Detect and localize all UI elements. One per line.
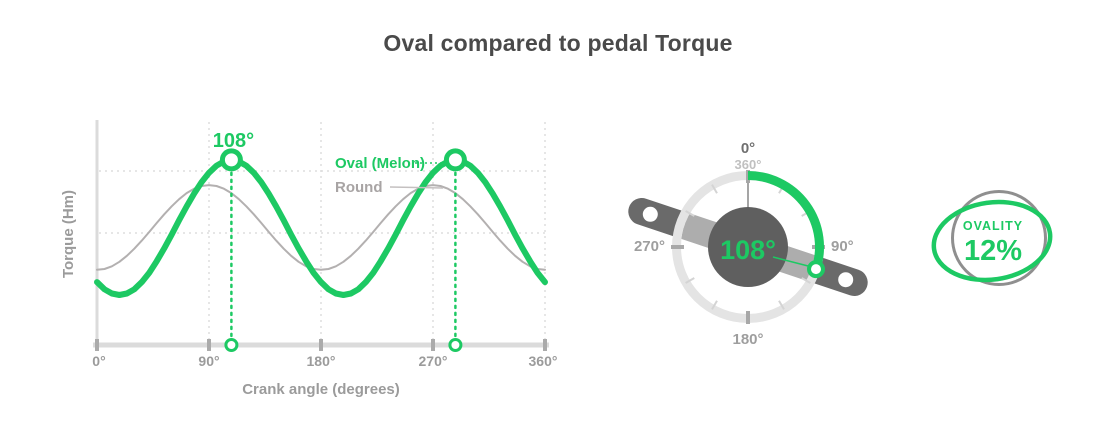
gauge-minor-tick: [711, 300, 718, 310]
ovality-label: OVALITY: [963, 219, 1023, 233]
legend-oval-label: Oval (Melon): [335, 155, 425, 172]
gauge-label-360: 360°: [735, 157, 762, 172]
peak-marker: [443, 148, 467, 172]
ovality-badge: OVALITY 12%: [931, 190, 1053, 286]
peak-annotations: [219, 148, 467, 352]
gauge-minor-tick: [778, 300, 785, 310]
svg-text:90°: 90°: [198, 353, 219, 369]
gauge-arc-end-marker: [807, 260, 825, 279]
gauge-label-0: 0°: [741, 140, 755, 157]
peak-marker: [219, 148, 243, 172]
gauge-value-leader: [772, 256, 813, 268]
gauge-label-90: 90°: [831, 238, 854, 255]
x-axis-title: Crank angle (degrees): [242, 381, 400, 398]
gauge-minor-tick: [711, 184, 718, 194]
gauge-label-270: 270°: [634, 238, 665, 255]
peak-axis-marker: [224, 338, 239, 352]
ovality-value: 12%: [964, 235, 1022, 267]
svg-text:360°: 360°: [529, 353, 558, 369]
gauge-center-disc: [708, 207, 788, 287]
gauge-arc: [747, 171, 824, 271]
gauge-minor-tick: [685, 277, 695, 284]
svg-text:0°: 0°: [92, 353, 105, 369]
legend-round-label: Round: [335, 179, 382, 196]
round-series-line: [96, 184, 546, 271]
crank-angle-gauge: 108° 0° 360° 90° 180° 270°: [628, 140, 868, 348]
peak-axis-marker: [448, 338, 463, 352]
y-axis-title: Torque (Hm): [60, 190, 77, 278]
gauge-value: 108°: [720, 235, 776, 265]
legend-round-leader: [389, 186, 444, 189]
x-axis-ticks: [95, 339, 547, 351]
peak-angle-label: 108°: [213, 130, 254, 152]
gauge-minor-tick: [801, 277, 811, 284]
oval-series-line: [94, 156, 548, 298]
ovality-round-ring: [951, 190, 1047, 286]
torque-chart: 108° Oval (Melon) Round 0° 90° 180° 270°…: [60, 120, 557, 398]
x-axis-tick-labels: 0° 90° 180° 270° 360°: [92, 353, 557, 369]
gauge-minor-tick: [685, 210, 695, 217]
pedal-hole-right: [838, 272, 854, 288]
page-title: Oval compared to pedal Torque: [383, 30, 733, 56]
ovality-oval-ring: [931, 199, 1053, 283]
chart-gridlines: [99, 122, 546, 340]
pedal-hole-left: [642, 206, 658, 222]
gauge-label-180: 180°: [732, 331, 763, 348]
svg-text:270°: 270°: [419, 353, 448, 369]
svg-text:180°: 180°: [307, 353, 336, 369]
